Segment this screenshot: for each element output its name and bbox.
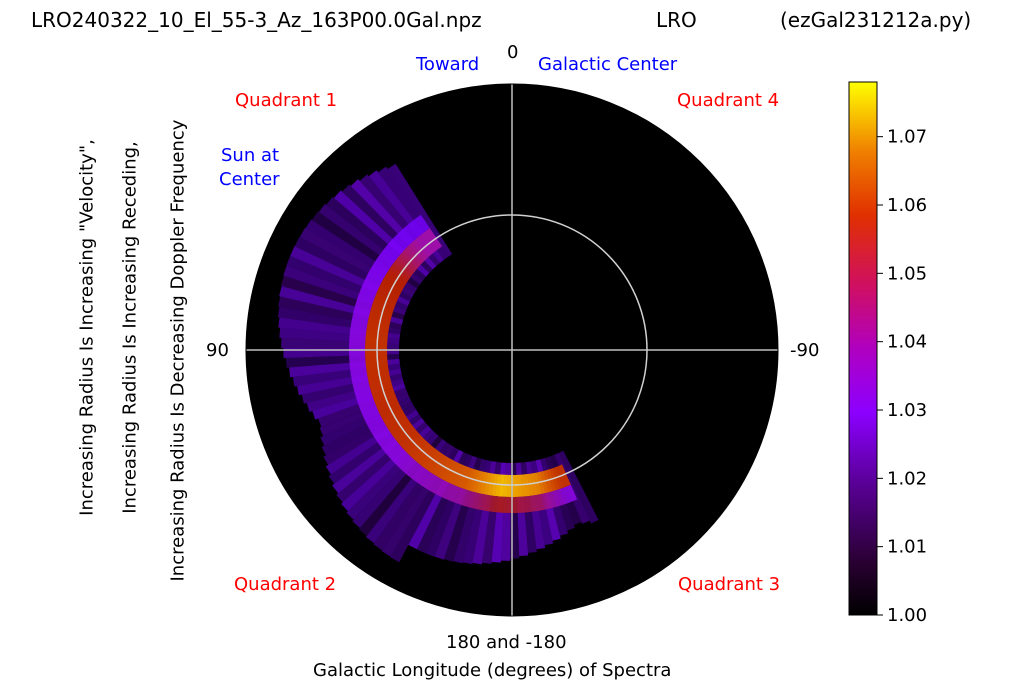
galactic-center-label: Galactic Center xyxy=(538,54,677,75)
colorbar-ticks: 1.00 1.01 1.02 1.03 1.04 1.05 1.06 1.07 xyxy=(877,127,927,626)
angle-bottom-label: 180 and -180 xyxy=(446,632,567,653)
quadrant-4-label: Quadrant 4 xyxy=(677,90,779,111)
ridge-outer-cell xyxy=(506,497,511,513)
colorbar-tick-label: 1.06 xyxy=(887,195,927,216)
angle-top-label: 0 xyxy=(507,42,518,63)
colorbar-tick-label: 1.02 xyxy=(887,468,927,489)
colorbar-tick-label: 1.01 xyxy=(887,537,927,558)
colorbar xyxy=(849,82,877,615)
colorbar-tick-label: 1.07 xyxy=(887,127,927,148)
toward-label: Toward xyxy=(416,54,479,75)
y-label-line-2: Increasing Radius Is Increasing Receding… xyxy=(120,118,141,538)
colorbar-tick-label: 1.04 xyxy=(887,332,927,353)
x-axis-label: Galactic Longitude (degrees) of Spectra xyxy=(313,660,671,681)
colorbar-tick-label: 1.05 xyxy=(887,263,927,284)
y-label-line-1: Increasing Radius Is Increasing "Velocit… xyxy=(77,118,98,538)
sun-at-label: Sun at xyxy=(221,145,279,166)
colorbar-tick-label: 1.00 xyxy=(887,605,927,626)
quadrant-2-label: Quadrant 2 xyxy=(234,574,336,595)
colorbar-tick-label: 1.03 xyxy=(887,400,927,421)
quadrant-3-label: Quadrant 3 xyxy=(678,574,780,595)
angle-left-label: 90 xyxy=(206,340,229,361)
quadrant-1-label: Quadrant 1 xyxy=(235,90,337,111)
y-label-line-3: Increasing Radius Is Decreasing Doppler … xyxy=(168,122,189,582)
polar-heatmap-chart: 1.00 1.01 1.02 1.03 1.04 1.05 1.06 1.07 xyxy=(0,0,1024,697)
center-label: Center xyxy=(219,169,280,190)
angle-right-label: -90 xyxy=(790,340,819,361)
ridge-outer-cell xyxy=(349,344,365,349)
